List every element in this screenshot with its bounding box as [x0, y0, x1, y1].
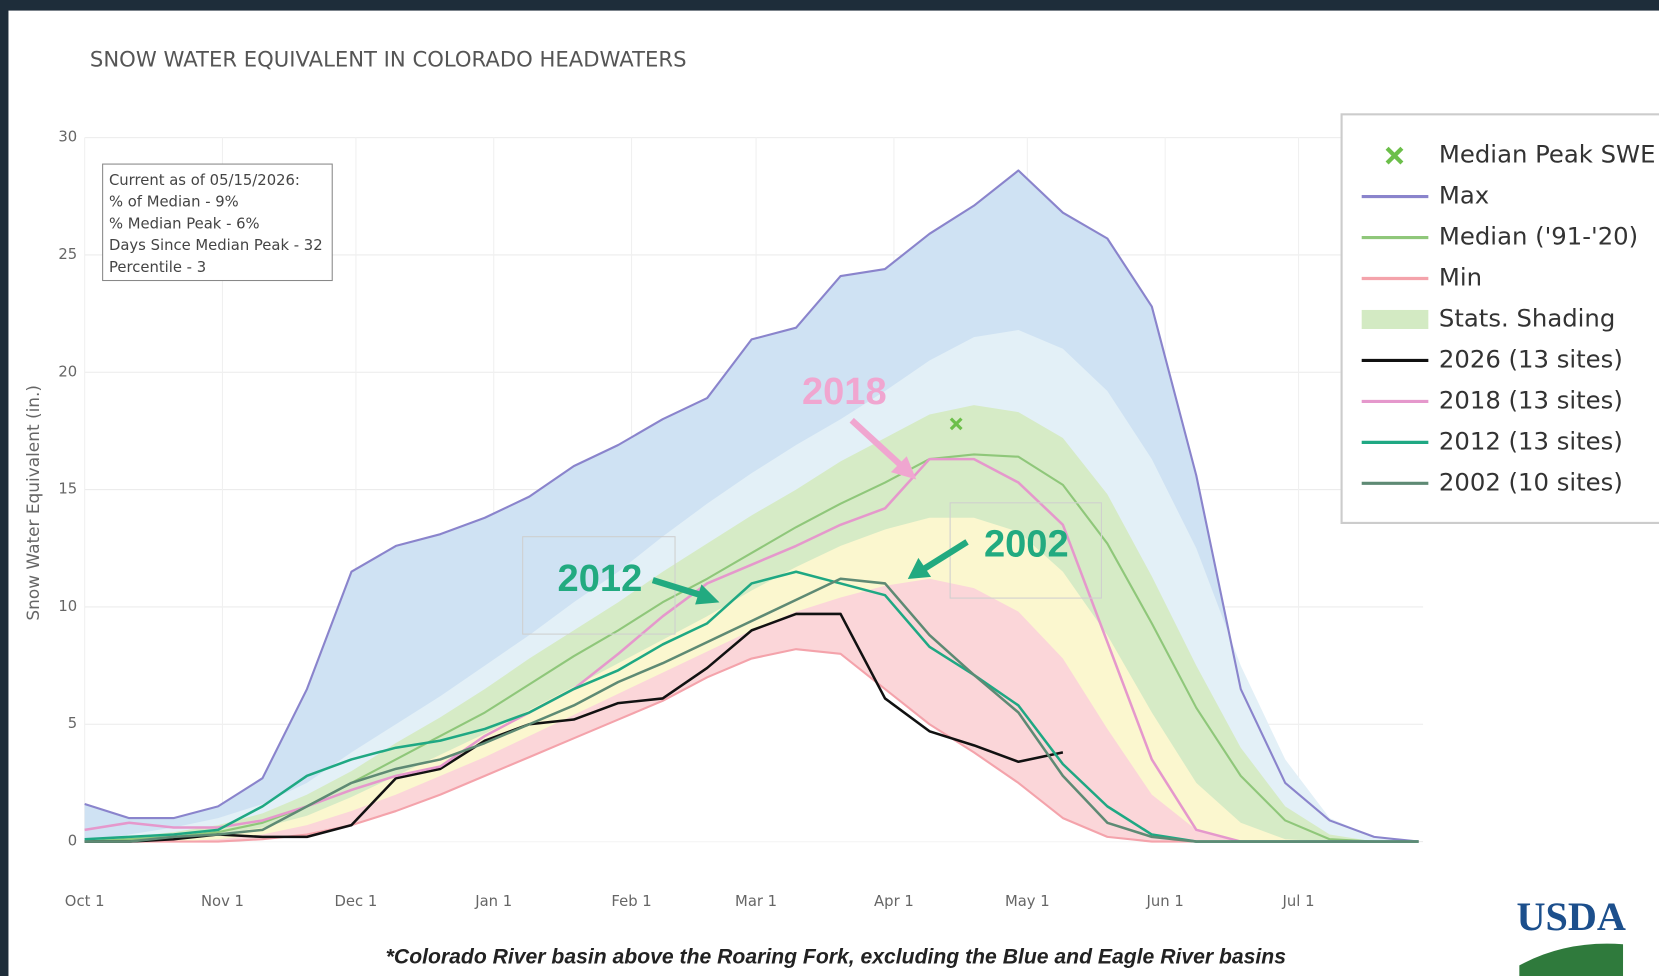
x-tick-label: Jul 1: [1282, 893, 1315, 910]
info-line: Days Since Median Peak - 32: [109, 237, 323, 254]
x-tick-label: Feb 1: [611, 893, 651, 910]
annotation: 2018: [802, 371, 887, 413]
legend-label: 2002 (10 sites): [1439, 467, 1623, 496]
x-tick-label: Dec 1: [335, 893, 378, 910]
y-tick-label: 15: [58, 481, 77, 498]
arrow-head: [907, 557, 932, 580]
arrow-head: [890, 456, 917, 480]
series-line: [84, 169, 1419, 843]
y-axis-label: Snow Water Equivalent (in.): [23, 385, 43, 621]
logo-swoosh: [1519, 943, 1624, 976]
legend-label: Median ('91-'20): [1439, 222, 1638, 251]
info-line: Percentile - 3: [109, 259, 206, 276]
legend-label: Median Peak SWE: [1439, 140, 1656, 169]
arrow: [923, 539, 969, 572]
info-line: % Median Peak - 6%: [109, 215, 260, 232]
arrow: [849, 417, 904, 469]
legend-label: Min: [1439, 263, 1482, 292]
legend-marker: [1385, 146, 1404, 165]
arrow-head: [695, 584, 720, 605]
logo: USDA: [1516, 894, 1625, 939]
x-tick-label: May 1: [1005, 893, 1050, 910]
annotation: 2002: [984, 523, 1069, 565]
info-box: [102, 163, 333, 282]
y-tick-label: 5: [68, 715, 77, 732]
y-tick-label: 10: [58, 598, 77, 615]
legend-swatch: [1361, 309, 1429, 330]
y-tick-label: 30: [58, 129, 77, 146]
chart-title: SNOW WATER EQUIVALENT IN COLORADO HEADWA…: [90, 46, 687, 71]
info-lines: Current as of 05/15/2026: % of Median - 9…: [109, 172, 323, 276]
y-tick-label: 25: [58, 246, 77, 263]
x-tick-label: Nov 1: [201, 893, 244, 910]
info-line: Current as of 05/15/2026:: [109, 172, 300, 189]
legend-label: 2018 (13 sites): [1439, 385, 1623, 414]
x-tick-label: Apr 1: [874, 893, 914, 910]
legend-label: Stats. Shading: [1439, 303, 1615, 332]
min-area: [84, 649, 1419, 842]
median-peak-marker: [949, 417, 963, 431]
arrow: [651, 577, 702, 598]
x-tick-label: Jan 1: [474, 893, 512, 910]
annotation: 2012: [558, 558, 643, 600]
y-tick-label: 20: [58, 363, 77, 380]
arrows: [651, 417, 969, 605]
annotations: 2018 2012 2002: [558, 371, 1069, 600]
x-tick-label: Jun 1: [1146, 893, 1184, 910]
y-tick-label: 0: [68, 833, 77, 850]
footnote: *Colorado River basin above the Roaring …: [386, 946, 1287, 969]
x-tick-label: Mar 1: [735, 893, 777, 910]
legend-label: 2026 (13 sites): [1439, 344, 1623, 373]
series-line: [84, 577, 1419, 843]
x-tick-label: Oct 1: [65, 893, 105, 910]
series-line: [84, 612, 1064, 843]
legend: Median Peak SWE Max Median ('91-'20) Min Sta…: [1361, 140, 1656, 496]
info-line: % of Median - 9%: [109, 194, 239, 211]
legend-label: 2012 (13 sites): [1439, 426, 1623, 455]
plot-area: 0 5 10 15 20 25 30 Oct 1 Nov 1 Dec 1 Jan 1 Feb 1 Mar…: [58, 129, 1424, 910]
legend-label: Max: [1439, 181, 1489, 210]
